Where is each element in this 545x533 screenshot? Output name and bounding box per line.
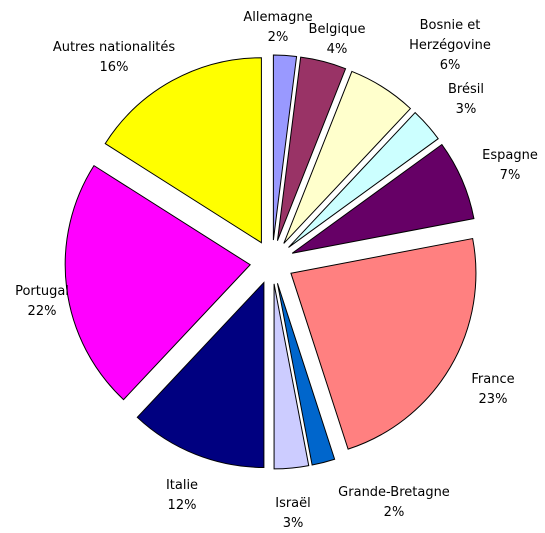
category-name: France xyxy=(471,372,515,387)
value-label: 4% xyxy=(326,42,348,57)
pie-slice xyxy=(290,237,477,450)
category-name: Israël xyxy=(275,496,311,511)
category-name: Allemagne xyxy=(243,10,313,25)
slice-label: Israël 3% xyxy=(275,494,311,533)
category-name: Belgique xyxy=(308,22,366,37)
slice-label: Grande-Bretagne 2% xyxy=(338,483,450,523)
slice-label: Espagne 7% xyxy=(482,146,538,186)
value-label: 7% xyxy=(499,168,521,183)
category-name: Autres nationalités xyxy=(52,40,176,55)
pie-slice xyxy=(64,164,251,401)
pie-slice xyxy=(291,143,475,254)
value-label: 2% xyxy=(383,505,405,520)
pie-slice xyxy=(283,70,412,244)
value-label: 6% xyxy=(439,58,461,73)
pie-slice xyxy=(136,281,265,468)
category-name: Brésil xyxy=(448,82,484,97)
slice-label: Italie 12% xyxy=(166,476,198,516)
slice-label: Portugal 22% xyxy=(15,282,69,322)
pie-slice xyxy=(276,56,347,241)
value-label: 12% xyxy=(167,498,197,513)
slice-label: Allemagne 2% xyxy=(243,8,312,48)
category-name: Portugal xyxy=(15,284,69,299)
value-label: 3% xyxy=(282,516,304,531)
pie-slice xyxy=(272,54,298,241)
slice-label: Belgique 4% xyxy=(309,20,366,60)
category-name: Espagne xyxy=(482,148,538,163)
slice-label: Bosnie et Herzégovine 6% xyxy=(402,16,498,76)
pie-slice xyxy=(276,283,336,466)
value-label: 16% xyxy=(99,60,129,75)
category-name: Bosnie et Herzégovine xyxy=(409,18,491,53)
pie-slice xyxy=(273,283,310,470)
pie-slice xyxy=(288,111,439,248)
slice-label: Brésil 3% xyxy=(448,80,484,120)
category-name: Grande-Bretagne xyxy=(338,485,450,500)
value-label: 2% xyxy=(267,30,289,45)
slice-label: France 23% xyxy=(471,370,514,410)
category-name: Italie xyxy=(165,478,199,493)
slice-label: Autres nationalités 16% xyxy=(53,38,175,78)
pie-slice xyxy=(104,57,262,244)
value-label: 22% xyxy=(27,304,57,319)
value-label: 3% xyxy=(455,102,477,117)
value-label: 23% xyxy=(478,392,508,407)
